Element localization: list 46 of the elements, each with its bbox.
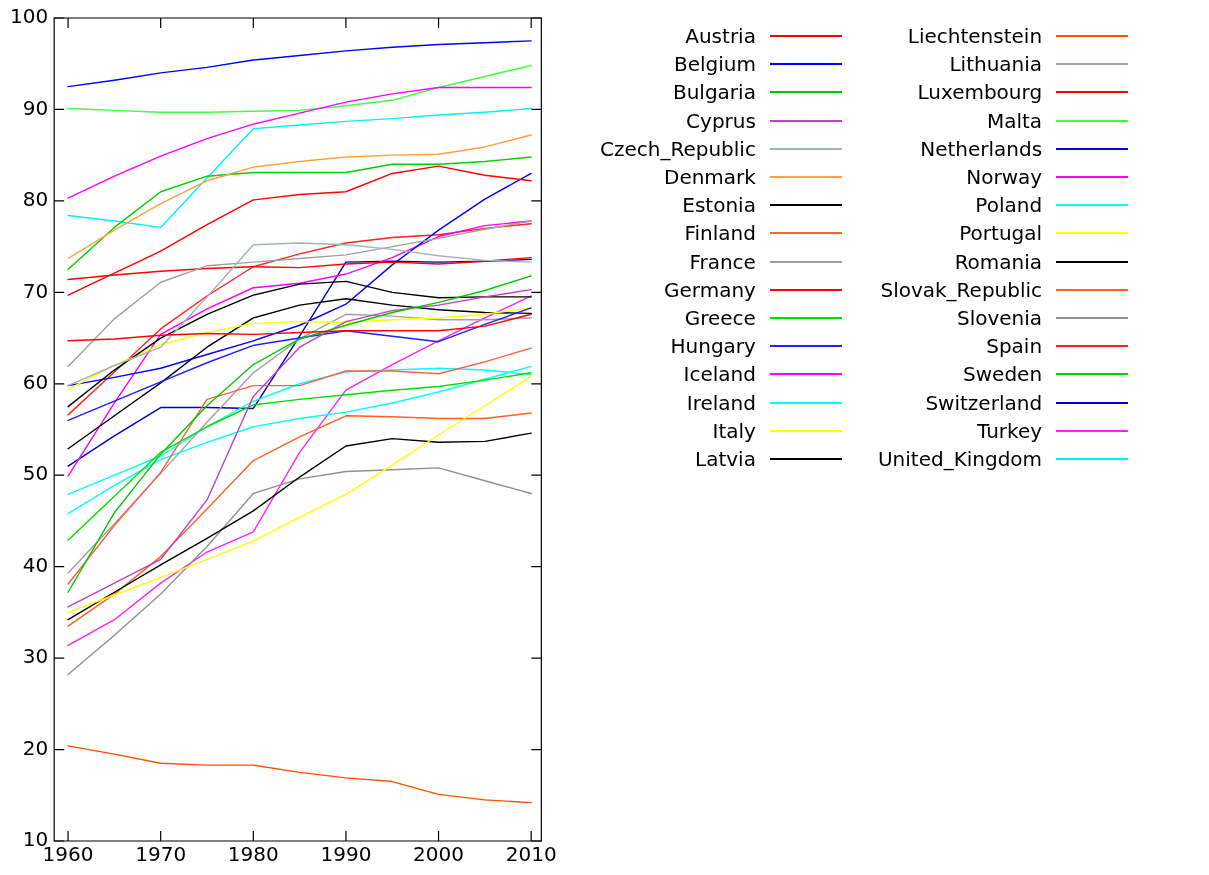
legend-label: Bulgaria: [672, 80, 756, 105]
legend-label: Hungary: [670, 334, 756, 359]
legend-label: Iceland: [683, 362, 756, 387]
legend-label: Luxembourg: [917, 80, 1043, 105]
legend-label: Finland: [684, 221, 756, 246]
legend-label: Netherlands: [920, 136, 1043, 161]
x-tick-label: 2010: [505, 842, 557, 867]
y-tick-label: 20: [22, 735, 49, 760]
legend-label: Romania: [954, 249, 1043, 274]
legend-label: Latvia: [695, 446, 756, 471]
legend-label: Norway: [966, 165, 1043, 190]
legend-label: Denmark: [663, 165, 756, 190]
legend-label: Estonia: [682, 193, 756, 218]
legend-label: Germany: [663, 277, 756, 302]
legend-label: United_Kingdom: [877, 446, 1043, 471]
y-tick-label: 100: [9, 4, 49, 29]
legend-label: Czech_Republic: [600, 136, 756, 161]
y-tick-label: 50: [22, 461, 49, 486]
legend-label: Ireland: [686, 390, 756, 415]
x-tick-label: 2000: [413, 842, 465, 867]
x-tick-label: 1980: [227, 842, 279, 867]
legend-label: Greece: [684, 305, 756, 330]
legend-label: France: [689, 249, 756, 274]
legend-label: Malta: [986, 108, 1043, 133]
legend-label: Turkey: [977, 418, 1043, 443]
legend-label: Sweden: [963, 362, 1043, 387]
legend-label: Slovak_Republic: [880, 277, 1043, 302]
y-tick-label: 60: [22, 369, 49, 394]
y-tick-label: 40: [22, 552, 49, 577]
legend-label: Austria: [685, 24, 756, 49]
y-tick-label: 90: [22, 95, 49, 120]
legend-label: Switzerland: [925, 390, 1043, 415]
y-tick-label: 30: [22, 644, 49, 669]
legend-label: Cyprus: [686, 108, 756, 133]
legend-label: Poland: [975, 193, 1043, 218]
legend-label: Liechtenstein: [907, 24, 1043, 49]
x-tick-label: 1970: [135, 842, 187, 867]
legend-label: Slovenia: [956, 305, 1043, 330]
legend-label: Lithuania: [949, 52, 1043, 77]
y-tick-label: 70: [22, 278, 49, 303]
legend-label: Spain: [986, 334, 1043, 359]
y-tick-label: 80: [22, 187, 49, 212]
x-tick-label: 1990: [320, 842, 372, 867]
legend-label: Italy: [712, 418, 756, 443]
legend-label: Belgium: [673, 52, 756, 77]
legend-label: Portugal: [959, 221, 1043, 246]
